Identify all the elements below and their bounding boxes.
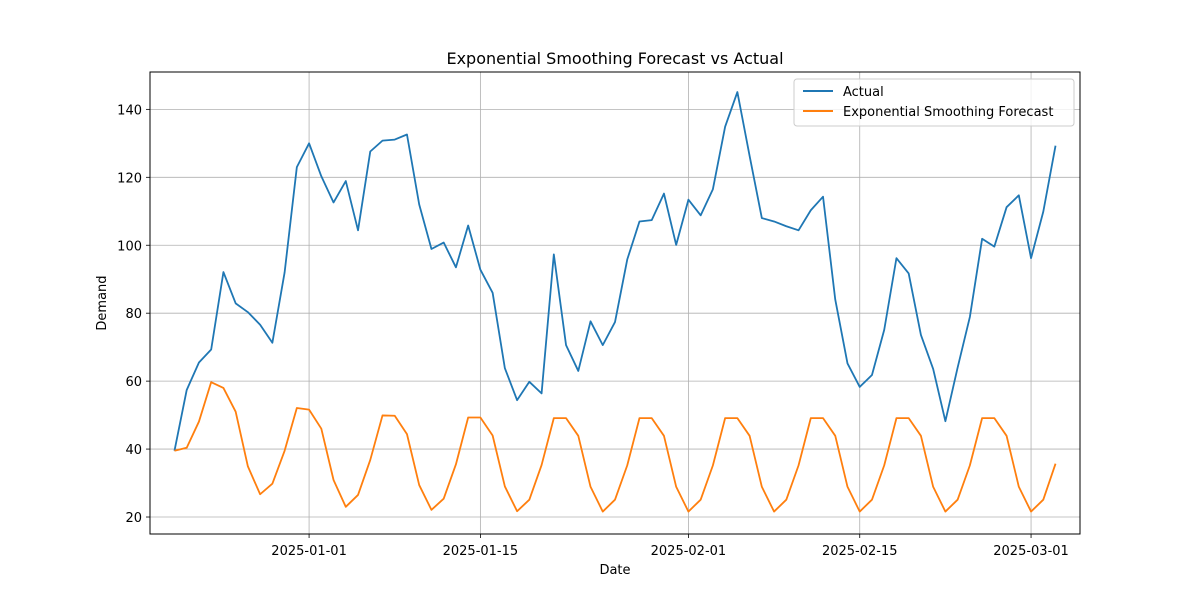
legend-label-actual: Actual xyxy=(843,85,884,100)
legend-box xyxy=(793,78,1075,127)
grid-lines xyxy=(150,72,1080,534)
y-tick-label: 100 xyxy=(117,239,142,254)
y-tick-label: 120 xyxy=(117,171,142,186)
series-line-actual xyxy=(173,91,1057,451)
x-axis-label: Date xyxy=(599,563,630,578)
y-axis-ticks: 20 40 60 80 100 120 140 xyxy=(117,103,150,526)
x-tick-label: 2025-02-15 xyxy=(822,544,898,559)
y-tick-label: 140 xyxy=(117,103,142,118)
y-tick-label: 40 xyxy=(125,443,142,458)
y-tick-label: 60 xyxy=(125,375,142,390)
x-tick-label: 2025-01-15 xyxy=(443,544,519,559)
legend-label-forecast: Exponential Smoothing Forecast xyxy=(843,105,1053,120)
x-tick-label: 2025-02-01 xyxy=(651,544,727,559)
chart-title: Exponential Smoothing Forecast vs Actual xyxy=(446,49,783,68)
series-line-forecast xyxy=(174,381,1057,513)
legend: Actual Exponential Smoothing Forecast xyxy=(793,78,1075,127)
x-tick-label: 2025-03-01 xyxy=(993,544,1069,559)
series-layer xyxy=(173,91,1057,513)
plot-frame xyxy=(149,71,1081,535)
y-axis-label: Demand xyxy=(95,275,110,330)
y-tick-label: 20 xyxy=(125,511,142,526)
x-axis-ticks: 2025-01-01 2025-01-15 2025-02-01 2025-02-15… xyxy=(271,534,1069,559)
x-tick-label: 2025-01-01 xyxy=(271,544,347,559)
y-tick-label: 80 xyxy=(125,307,142,322)
